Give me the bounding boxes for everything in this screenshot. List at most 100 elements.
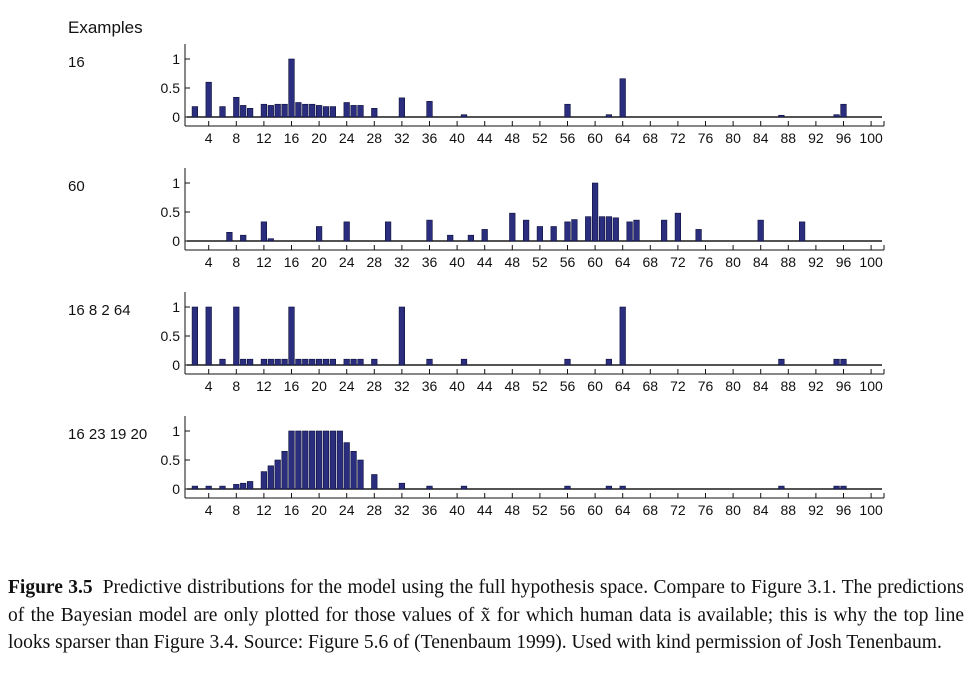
- x-tick-label: 24: [339, 254, 355, 270]
- x-tick-label: 56: [560, 130, 576, 146]
- bar: [247, 108, 254, 118]
- bar: [219, 106, 226, 118]
- x-tick-label: 96: [836, 502, 852, 518]
- x-tick-label: 52: [532, 378, 548, 394]
- y-tick-label: 0.5: [161, 328, 181, 344]
- x-tick-label: 72: [670, 378, 686, 394]
- bar: [384, 221, 392, 242]
- bar: [536, 226, 543, 242]
- bar: [219, 485, 226, 490]
- panel-examples-label: 60: [68, 178, 85, 195]
- bar: [371, 474, 378, 490]
- x-tick-label: 92: [808, 502, 824, 518]
- bar: [219, 358, 226, 366]
- x-tick-label: 20: [311, 130, 327, 146]
- bar: [426, 101, 433, 118]
- bar: [626, 221, 633, 242]
- x-tick-label: 32: [394, 254, 410, 270]
- x-tick-label: 56: [560, 254, 576, 270]
- y-tick-label: 0: [172, 481, 180, 497]
- bar: [274, 103, 281, 118]
- x-tick-label: 40: [449, 254, 465, 270]
- x-tick-label: 100: [859, 502, 883, 518]
- x-tick-label: 32: [394, 130, 410, 146]
- bar: [288, 58, 295, 118]
- x-tick-label: 28: [367, 502, 383, 518]
- x-tick-label: 12: [256, 378, 272, 394]
- bar: [322, 430, 330, 490]
- bar: [695, 229, 702, 242]
- bar: [833, 114, 840, 118]
- bar: [343, 102, 350, 118]
- bar: [336, 430, 343, 490]
- bar: [322, 106, 330, 118]
- x-tick-label: 92: [808, 130, 824, 146]
- bar: [322, 358, 330, 366]
- x-tick-label: 20: [311, 378, 327, 394]
- bar: [619, 306, 626, 366]
- bar: [247, 358, 254, 366]
- bar: [840, 358, 847, 366]
- x-tick-label: 88: [781, 254, 797, 270]
- bar: [460, 358, 468, 366]
- y-tick-label: 1: [172, 299, 180, 315]
- bar: [191, 106, 199, 118]
- y-tick-label: 0: [172, 109, 180, 125]
- bar: [309, 430, 316, 490]
- bar: [357, 358, 364, 366]
- bar: [460, 114, 468, 118]
- y-tick-label: 0.5: [161, 204, 181, 220]
- bar: [309, 358, 316, 366]
- bar: [605, 485, 612, 490]
- bar: [371, 358, 378, 366]
- x-tick-label: 96: [836, 378, 852, 394]
- x-tick-label: 36: [422, 130, 438, 146]
- bar: [191, 485, 199, 490]
- bar: [564, 485, 571, 490]
- x-tick-label: 72: [670, 254, 686, 270]
- x-tick-label: 48: [505, 378, 521, 394]
- x-tick-label: 76: [698, 378, 714, 394]
- bar: [260, 358, 268, 366]
- bar: [426, 485, 433, 490]
- x-tick-label: 100: [859, 130, 883, 146]
- x-tick-label: 16: [284, 254, 300, 270]
- x-tick-label: 60: [587, 254, 603, 270]
- bar: [233, 306, 240, 366]
- bar: [350, 450, 357, 490]
- x-tick-label: 80: [725, 130, 741, 146]
- bar: [778, 114, 785, 118]
- x-tick-label: 68: [643, 502, 659, 518]
- bar: [267, 358, 274, 366]
- bar: [302, 430, 309, 490]
- x-tick-label: 56: [560, 502, 576, 518]
- bar: [778, 485, 785, 490]
- bar: [288, 430, 295, 490]
- x-tick-label: 16: [284, 502, 300, 518]
- bar: [612, 217, 619, 242]
- x-tick-label: 60: [587, 502, 603, 518]
- x-tick-label: 48: [505, 502, 521, 518]
- x-tick-label: 28: [367, 130, 383, 146]
- bar: [295, 430, 302, 490]
- x-tick-label: 80: [725, 502, 741, 518]
- x-tick-label: 12: [256, 130, 272, 146]
- x-tick-label: 4: [205, 378, 213, 394]
- bar: [398, 306, 406, 366]
- bar: [633, 219, 640, 242]
- bar: [309, 103, 316, 118]
- x-tick-label: 56: [560, 378, 576, 394]
- x-tick-label: 84: [753, 254, 769, 270]
- x-tick-label: 32: [394, 502, 410, 518]
- bar: [619, 78, 626, 118]
- x-tick-label: 92: [808, 254, 824, 270]
- x-tick-label: 28: [367, 378, 383, 394]
- x-tick-label: 40: [449, 378, 465, 394]
- x-tick-label: 24: [339, 502, 355, 518]
- bar: [329, 106, 337, 118]
- bar: [343, 221, 350, 242]
- x-tick-label: 12: [256, 254, 272, 270]
